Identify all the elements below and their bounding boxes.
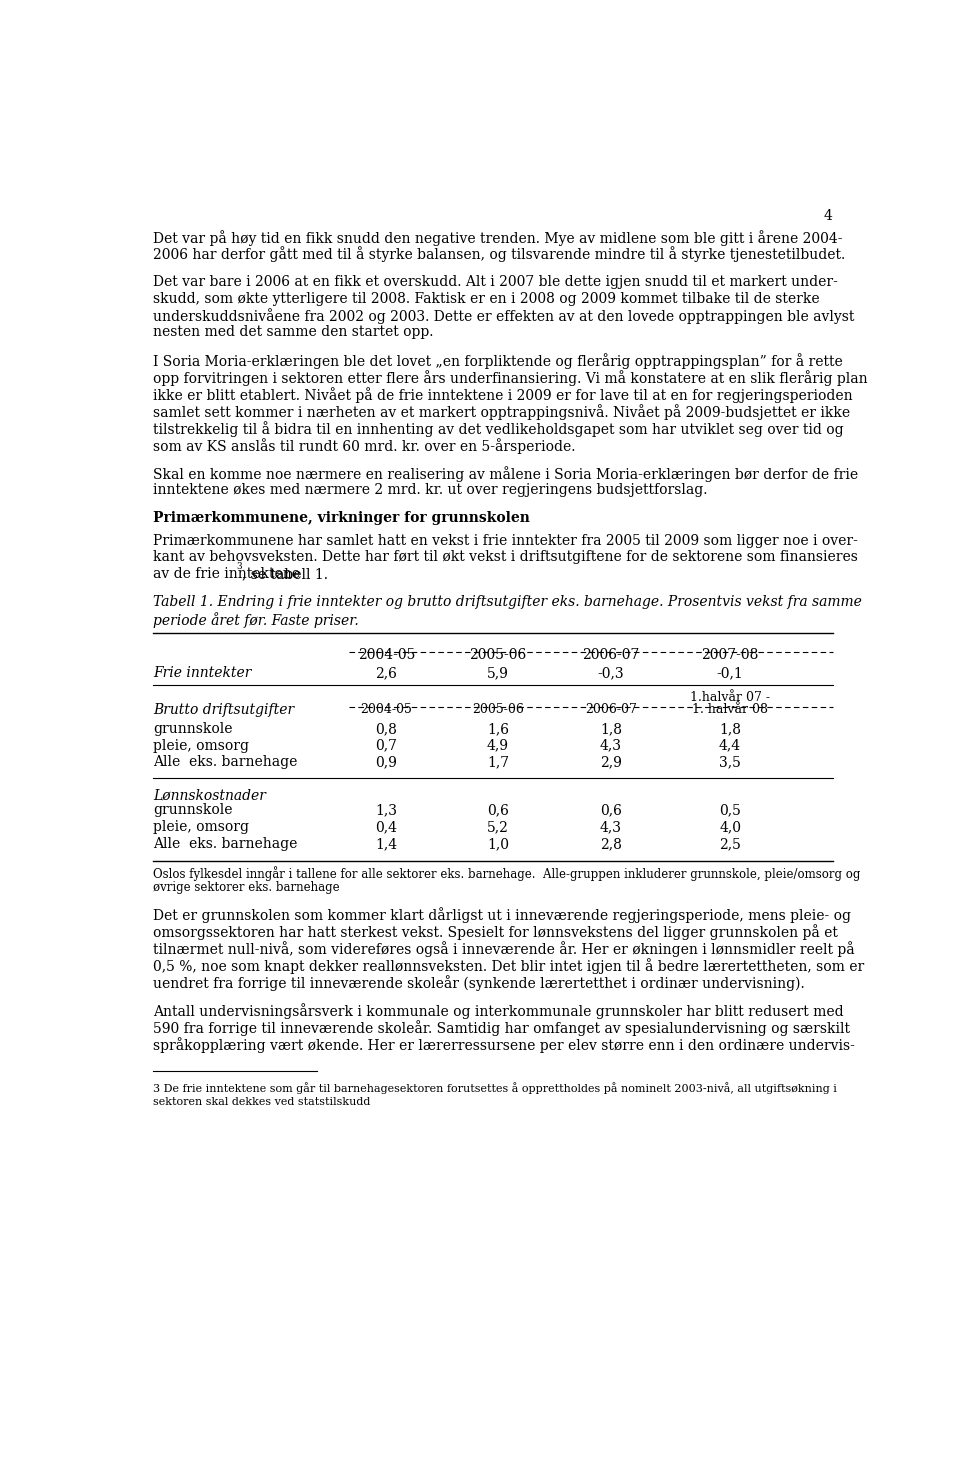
Text: Tabell 1. Endring i frie inntekter og brutto driftsutgifter eks. barnehage. Pros: Tabell 1. Endring i frie inntekter og br…	[154, 596, 862, 609]
Text: 2005-06: 2005-06	[472, 704, 524, 717]
Text: Alle  eks. barnehage: Alle eks. barnehage	[154, 755, 298, 770]
Text: Frie inntekter: Frie inntekter	[154, 667, 252, 680]
Text: 0,5 %, noe som knapt dekker reallønnsveksten. Det blir intet igjen til å bedre l: 0,5 %, noe som knapt dekker reallønnsvek…	[154, 958, 865, 974]
Text: skudd, som økte ytterligere til 2008. Faktisk er en i 2008 og 2009 kommet tilbak: skudd, som økte ytterligere til 2008. Fa…	[154, 291, 820, 306]
Text: Antall undervisningsårsverk i kommunale og interkommunale grunnskoler har blitt : Antall undervisningsårsverk i kommunale …	[154, 1004, 844, 1018]
Text: Det var bare i 2006 at en fikk et overskudd. Alt i 2007 ble dette igjen snudd ti: Det var bare i 2006 at en fikk et oversk…	[154, 275, 838, 288]
Text: 3,5: 3,5	[719, 755, 741, 770]
Text: -0,3: -0,3	[598, 667, 624, 680]
Text: periode året før. Faste priser.: periode året før. Faste priser.	[154, 612, 359, 628]
Text: Primærkommunene, virkninger for grunnskolen: Primærkommunene, virkninger for grunnsko…	[154, 511, 530, 525]
Text: 5,2: 5,2	[487, 820, 509, 835]
Text: omsorgssektoren har hatt sterkest vekst. Spesielt for lønnsvekstens del ligger g: omsorgssektoren har hatt sterkest vekst.…	[154, 924, 838, 940]
Text: 1.halvår 07 -: 1.halvår 07 -	[690, 690, 770, 704]
Text: 0,4: 0,4	[375, 820, 397, 835]
Text: Skal en komme noe nærmere en realisering av målene i Soria Moria-erklæringen bør: Skal en komme noe nærmere en realisering…	[154, 466, 858, 482]
Text: Oslos fylkesdel inngår i tallene for alle sektorer eks. barnehage.  Alle-gruppen: Oslos fylkesdel inngår i tallene for all…	[154, 866, 861, 881]
Text: Lønnskostnader: Lønnskostnader	[154, 788, 266, 803]
Text: 4,0: 4,0	[719, 820, 741, 835]
Text: 2,8: 2,8	[600, 837, 622, 851]
Text: språkopplæring vært økende. Her er lærerressursene per elev større enn i den ord: språkopplæring vært økende. Her er lærer…	[154, 1036, 855, 1052]
Text: Brutto driftsutgifter: Brutto driftsutgifter	[154, 704, 295, 717]
Text: 1,4: 1,4	[375, 837, 397, 851]
Text: 4,3: 4,3	[600, 739, 622, 752]
Text: nesten med det samme den startet opp.: nesten med det samme den startet opp.	[154, 325, 434, 340]
Text: 3 De frie inntektene som går til barnehagesektoren forutsettes å opprettholdes p: 3 De frie inntektene som går til barneha…	[154, 1082, 837, 1094]
Text: Alle  eks. barnehage: Alle eks. barnehage	[154, 837, 298, 851]
Text: 4,9: 4,9	[487, 739, 509, 752]
Text: 4: 4	[824, 210, 832, 223]
Text: 0,5: 0,5	[719, 804, 741, 817]
Text: grunnskole: grunnskole	[154, 721, 233, 736]
Text: inntektene økes med nærmere 2 mrd. kr. ut over regjeringens budsjettforslag.: inntektene økes med nærmere 2 mrd. kr. u…	[154, 483, 708, 497]
Text: ikke er blitt etablert. Nivået på de frie inntektene i 2009 er for lave til at e: ikke er blitt etablert. Nivået på de fri…	[154, 387, 853, 403]
Text: 0,6: 0,6	[600, 804, 622, 817]
Text: 0,9: 0,9	[375, 755, 397, 770]
Text: 0,8: 0,8	[375, 721, 397, 736]
Text: 2004-05: 2004-05	[358, 647, 415, 662]
Text: sektoren skal dekkes ved statstilskudd: sektoren skal dekkes ved statstilskudd	[154, 1097, 371, 1107]
Text: 1,8: 1,8	[719, 721, 741, 736]
Text: 2007-08: 2007-08	[702, 647, 758, 662]
Text: 5,9: 5,9	[487, 667, 509, 680]
Text: 2,5: 2,5	[719, 837, 741, 851]
Text: grunnskole: grunnskole	[154, 804, 233, 817]
Text: 4,3: 4,3	[600, 820, 622, 835]
Text: 2006-07: 2006-07	[585, 704, 637, 717]
Text: 2,9: 2,9	[600, 755, 622, 770]
Text: 2005-06: 2005-06	[469, 647, 527, 662]
Text: 2,6: 2,6	[375, 667, 397, 680]
Text: 4,4: 4,4	[719, 739, 741, 752]
Text: 1,7: 1,7	[487, 755, 509, 770]
Text: 590 fra forrige til inneværende skoleår. Samtidig har omfanget av spesialundervi: 590 fra forrige til inneværende skoleår.…	[154, 1020, 851, 1036]
Text: 1,3: 1,3	[375, 804, 397, 817]
Text: 2006 har derfor gått med til å styrke balansen, og tilsvarende mindre til å styr: 2006 har derfor gått med til å styrke ba…	[154, 247, 846, 263]
Text: Det var på høy tid en fikk snudd den negative trenden. Mye av midlene som ble gi: Det var på høy tid en fikk snudd den neg…	[154, 229, 843, 245]
Text: 1,8: 1,8	[600, 721, 622, 736]
Text: I Soria Moria-erklæringen ble det lovet „en forpliktende og flerårig opptrapping: I Soria Moria-erklæringen ble det lovet …	[154, 353, 843, 370]
Text: kant av behovsveksten. Dette har ført til økt vekst i driftsutgiftene for de sek: kant av behovsveksten. Dette har ført ti…	[154, 550, 858, 565]
Text: Det er grunnskolen som kommer klart dårligst ut i inneværende regjeringsperiode,: Det er grunnskolen som kommer klart dårl…	[154, 907, 852, 924]
Text: Primærkommunene har samlet hatt en vekst i frie inntekter fra 2005 til 2009 som : Primærkommunene har samlet hatt en vekst…	[154, 534, 858, 547]
Text: pleie, omsorg: pleie, omsorg	[154, 739, 250, 752]
Text: tilnærmet null-nivå, som videreføres også i inneværende år. Her er økningen i lø: tilnærmet null-nivå, som videreføres ogs…	[154, 941, 855, 958]
Text: uendret fra forrige til inneværende skoleår (synkende lærertetthet i ordinær und: uendret fra forrige til inneværende skol…	[154, 975, 805, 990]
Text: tilstrekkelig til å bidra til en innhenting av det vedlikeholdsgapet som har utv: tilstrekkelig til å bidra til en innhent…	[154, 421, 844, 437]
Text: 1. halvår 08: 1. halvår 08	[692, 704, 768, 717]
Text: 0,6: 0,6	[487, 804, 509, 817]
Text: opp forvitringen i sektoren etter flere års underfinansiering. Vi må konstatere : opp forvitringen i sektoren etter flere …	[154, 371, 868, 386]
Text: underskuddsnivåene fra 2002 og 2003. Dette er effekten av at den lovede opptrapp: underskuddsnivåene fra 2002 og 2003. Det…	[154, 309, 854, 324]
Text: 3: 3	[236, 562, 242, 571]
Text: , se tabell 1.: , se tabell 1.	[242, 568, 328, 581]
Text: som av KS anslås til rundt 60 mrd. kr. over en 5-årsperiode.: som av KS anslås til rundt 60 mrd. kr. o…	[154, 437, 576, 454]
Text: 2004-05: 2004-05	[360, 704, 412, 717]
Text: -0,1: -0,1	[717, 667, 743, 680]
Text: 0,7: 0,7	[375, 739, 397, 752]
Text: øvrige sektorer eks. barnehage: øvrige sektorer eks. barnehage	[154, 881, 340, 894]
Text: 2006-07: 2006-07	[583, 647, 639, 662]
Text: pleie, omsorg: pleie, omsorg	[154, 820, 250, 835]
Text: 1,6: 1,6	[487, 721, 509, 736]
Text: 1,0: 1,0	[487, 837, 509, 851]
Text: av de frie inntektene: av de frie inntektene	[154, 568, 300, 581]
Text: samlet sett kommer i nærheten av et markert opptrappingsnivå. Nivået på 2009-bud: samlet sett kommer i nærheten av et mark…	[154, 403, 851, 420]
